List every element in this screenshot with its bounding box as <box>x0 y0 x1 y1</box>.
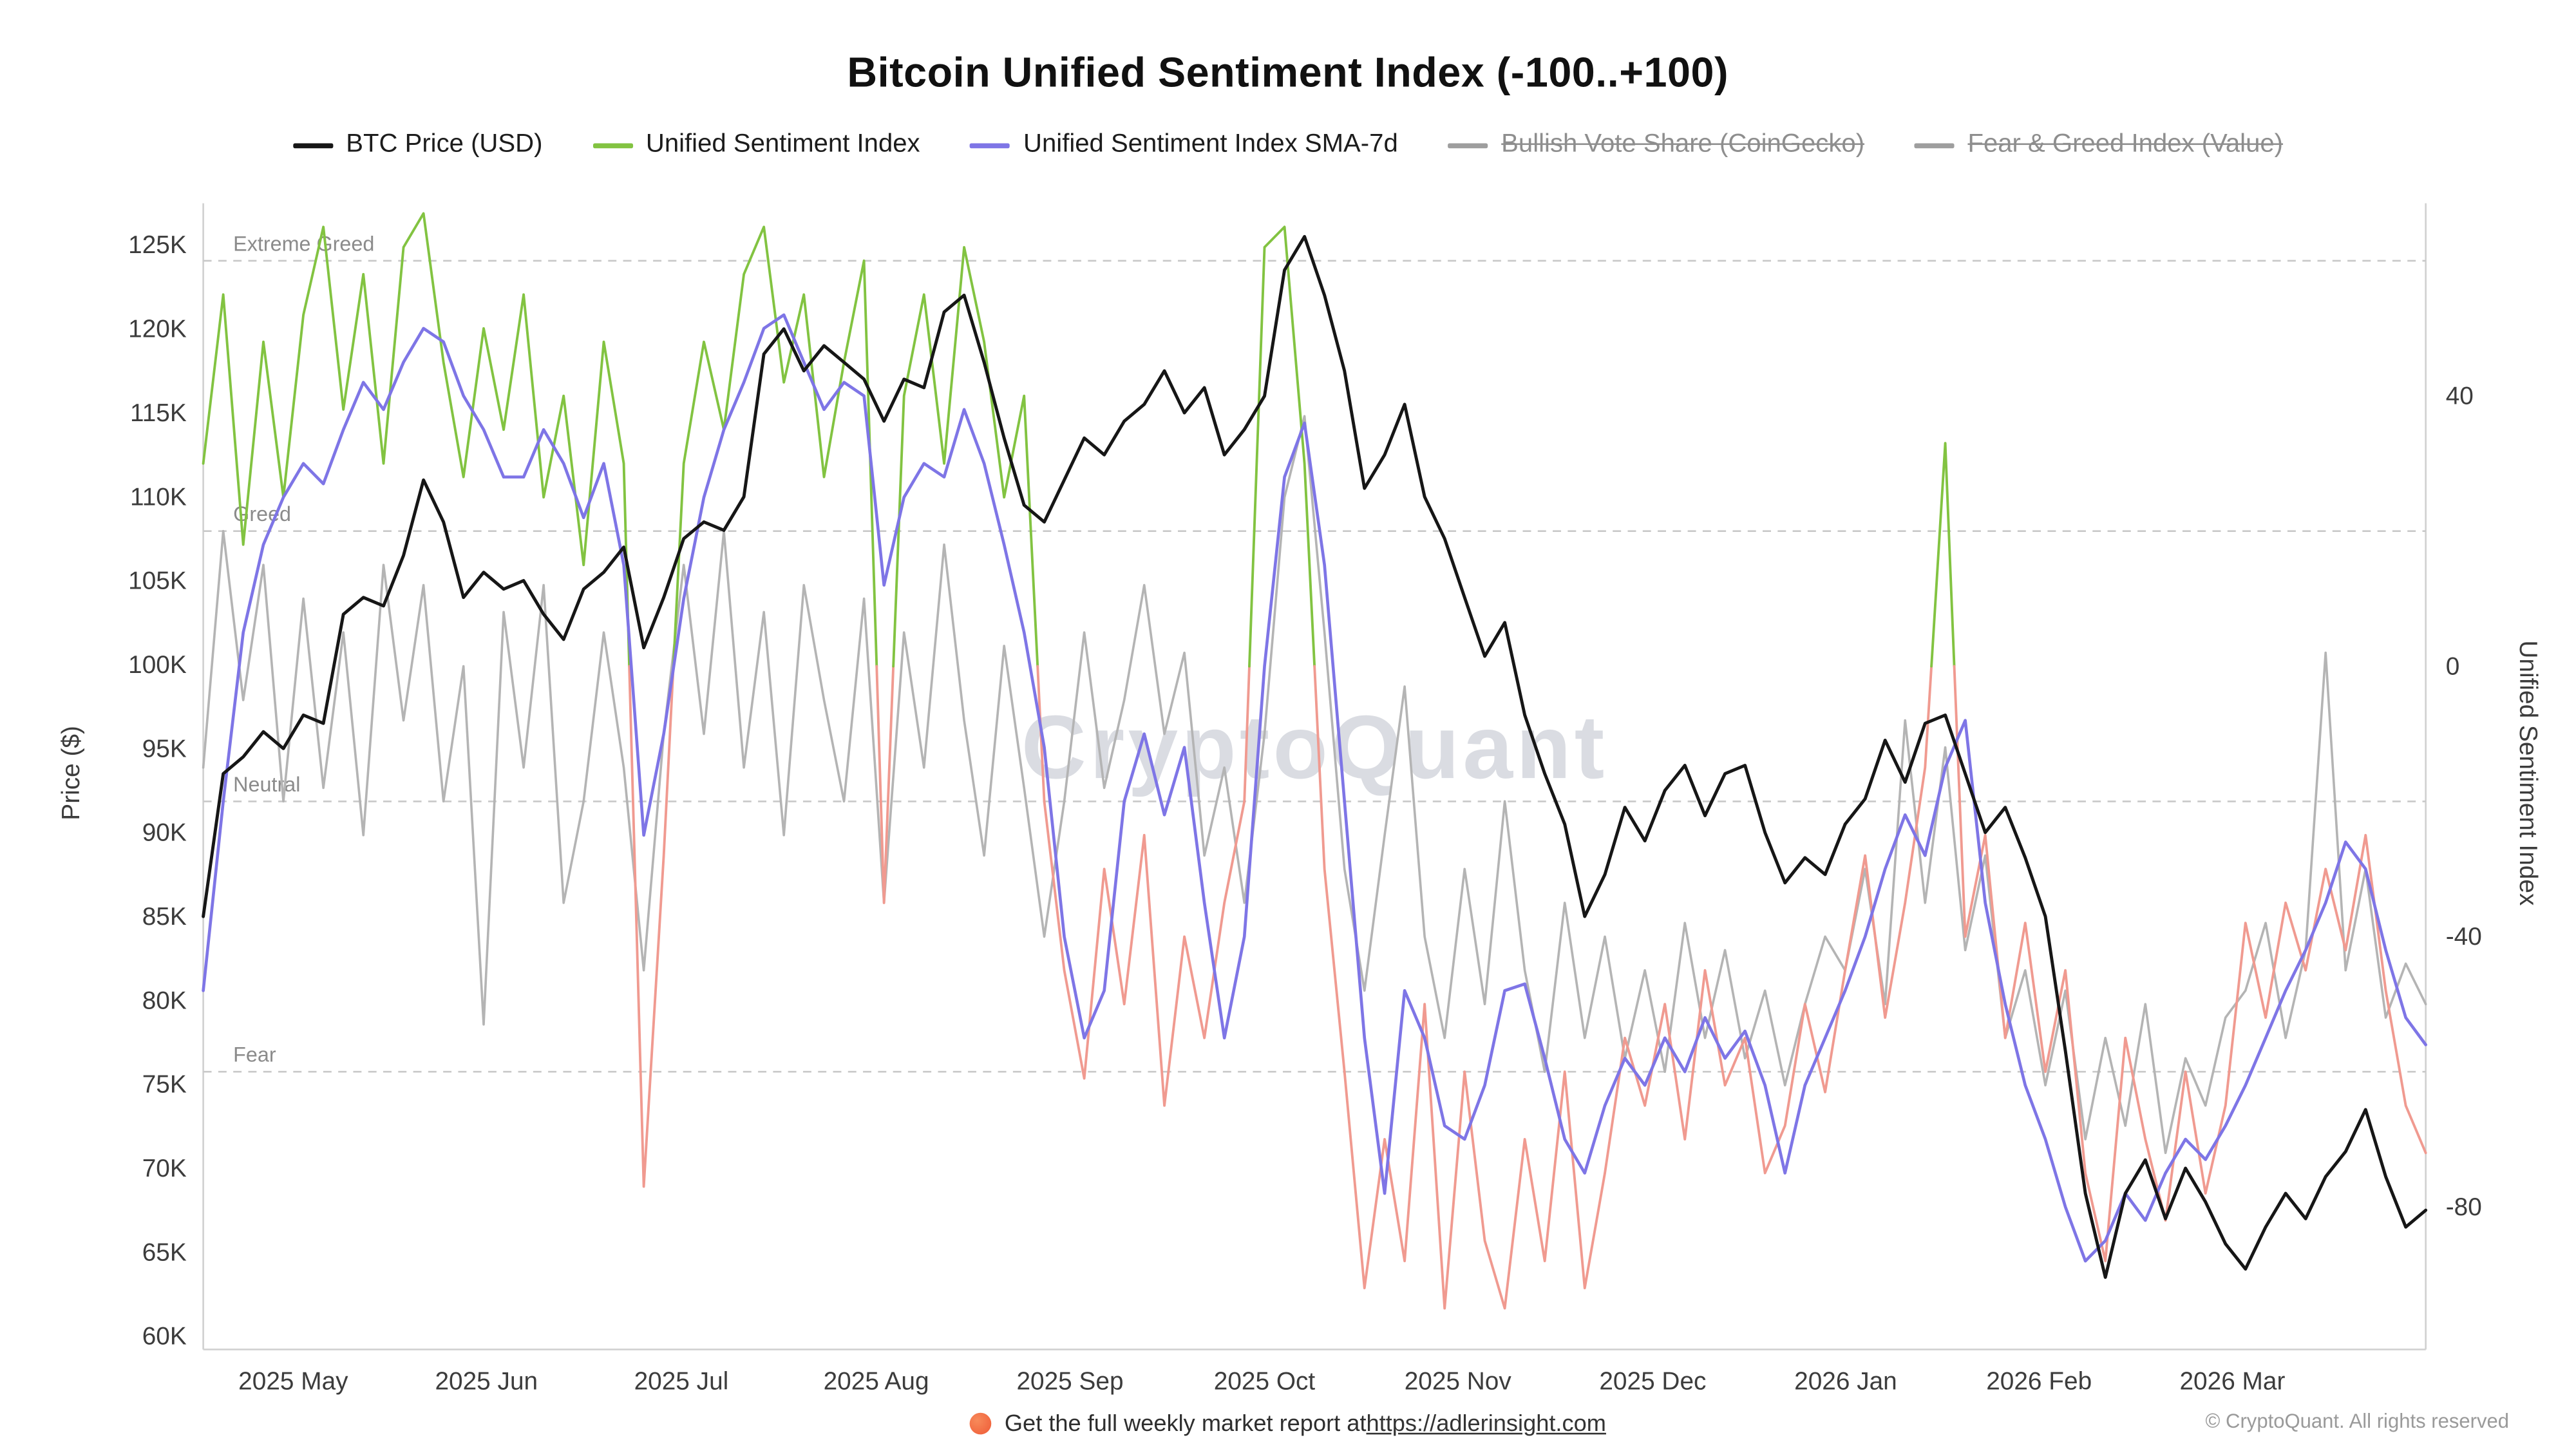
sentiment-tick--40: -40 <box>2446 923 2482 951</box>
copyright-text: © CryptoQuant. All rights reserved <box>2205 1409 2510 1433</box>
x-tick-2025-nov: 2025 Nov <box>1405 1368 1512 1396</box>
footer: Get the full weekly market report at htt… <box>0 1410 2576 1436</box>
legend-item-fear-greed-index-value[interactable]: Fear & Greed Index (Value) <box>1914 129 2284 160</box>
legend-swatch-fear-greed-index-value <box>1914 142 1955 147</box>
report-link[interactable]: https://adlerinsight.com <box>1366 1409 1606 1436</box>
legend-label-fear-greed-index-value: Fear & Greed Index (Value) <box>1967 129 2284 158</box>
legend-item-unified-sentiment-index-sma-7d[interactable]: Unified Sentiment Index SMA-7d <box>970 130 1398 160</box>
legend-item-unified-sentiment-index[interactable]: Unified Sentiment Index <box>592 130 920 160</box>
legend-swatch-btc-price-usd <box>292 142 333 147</box>
cryptoquant-watermark: CryptoQuant <box>1021 697 1608 799</box>
chart-title: Bitcoin Unified Sentiment Index (-100..+… <box>847 50 1729 97</box>
sentiment-axis-label: Unified Sentiment Index <box>2513 640 2542 906</box>
chart-legend: BTC Price (USD) Unified Sentiment Index Un… <box>0 130 2576 160</box>
price-tick-75K: 75K <box>142 1071 187 1099</box>
price-tick-80K: 80K <box>142 987 187 1014</box>
series-unified-sentiment-positive-segment <box>672 225 878 668</box>
x-tick-2026-mar: 2026 Mar <box>2179 1368 2285 1396</box>
threshold-label-extreme-greed: Extreme Greed <box>233 232 374 255</box>
x-tick-2026-feb: 2026 Feb <box>1986 1368 2092 1396</box>
price-tick-60K: 60K <box>142 1323 187 1350</box>
x-tick-2026-jan: 2026 Jan <box>1794 1368 1897 1396</box>
series-bullish-vote-share-line <box>202 415 2427 1155</box>
sentiment-tick-0: 0 <box>2446 652 2460 680</box>
series-btc-price-line <box>202 234 2428 1279</box>
series-unified-sentiment-positive-segment <box>202 212 631 668</box>
series-unified-sentiment-negative-segment <box>628 665 675 1188</box>
price-tick-105K: 105K <box>128 567 187 595</box>
series-unified-sentiment-negative-segment <box>1036 665 1251 1107</box>
price-tick-65K: 65K <box>142 1238 187 1266</box>
x-tick-2025-jun: 2025 Jun <box>435 1368 538 1396</box>
price-tick-120K: 120K <box>128 316 187 343</box>
legend-item-bullish-vote-share-coingecko[interactable]: Bullish Vote Share (CoinGecko) <box>1448 130 1864 160</box>
x-tick-2025-aug: 2025 Aug <box>824 1368 929 1396</box>
legend-swatch-unified-sentiment-index-sma-7d <box>970 142 1010 147</box>
series-unified-sentiment-positive-segment <box>1248 225 1316 668</box>
price-tick-85K: 85K <box>142 903 187 931</box>
threshold-label-greed: Greed <box>233 502 291 526</box>
sentiment-tick--80: -80 <box>2446 1193 2482 1221</box>
x-tick-2025-sep: 2025 Sep <box>1016 1368 1123 1396</box>
report-dot-icon <box>969 1412 992 1434</box>
price-tick-100K: 100K <box>128 651 187 679</box>
series-sentiment-sma7d-line <box>202 313 2428 1263</box>
series-unified-sentiment-negative-segment <box>875 665 895 904</box>
x-tick-2025-jul: 2025 Jul <box>634 1368 729 1396</box>
price-tick-125K: 125K <box>128 231 187 259</box>
report-text: Get the full weekly market report at <box>1004 1409 1367 1436</box>
price-axis-label: Price ($) <box>57 726 86 820</box>
legend-label-unified-sentiment-index-sma-7d: Unified Sentiment Index SMA-7d <box>1023 129 1398 158</box>
series-unified-sentiment-positive-segment <box>1930 442 1956 668</box>
threshold-label-neutral: Neutral <box>233 773 300 796</box>
price-tick-115K: 115K <box>130 399 187 427</box>
legend-label-btc-price-usd: BTC Price (USD) <box>346 129 543 158</box>
x-tick-2025-may: 2025 May <box>238 1368 348 1396</box>
sentiment-tick-40: 40 <box>2446 383 2474 410</box>
legend-swatch-unified-sentiment-index <box>592 142 633 147</box>
price-tick-70K: 70K <box>142 1155 187 1182</box>
legend-label-unified-sentiment-index: Unified Sentiment Index <box>645 129 920 158</box>
legend-item-btc-price-usd[interactable]: BTC Price (USD) <box>292 130 542 160</box>
price-tick-90K: 90K <box>142 819 187 847</box>
price-tick-110K: 110K <box>130 483 187 511</box>
series-unified-sentiment-negative-segment <box>1313 665 1933 1310</box>
price-tick-95K: 95K <box>142 735 187 762</box>
series-unified-sentiment-positive-segment <box>892 245 1039 668</box>
x-tick-2025-oct: 2025 Oct <box>1214 1368 1316 1396</box>
x-tick-2025-dec: 2025 Dec <box>1599 1368 1706 1396</box>
threshold-label-fear: Fear <box>233 1043 276 1066</box>
series-unified-sentiment-negative-segment <box>1953 665 2427 1263</box>
legend-swatch-bullish-vote-share-coingecko <box>1448 142 1488 147</box>
legend-label-bullish-vote-share-coingecko: Bullish Vote Share (CoinGecko) <box>1501 129 1865 158</box>
